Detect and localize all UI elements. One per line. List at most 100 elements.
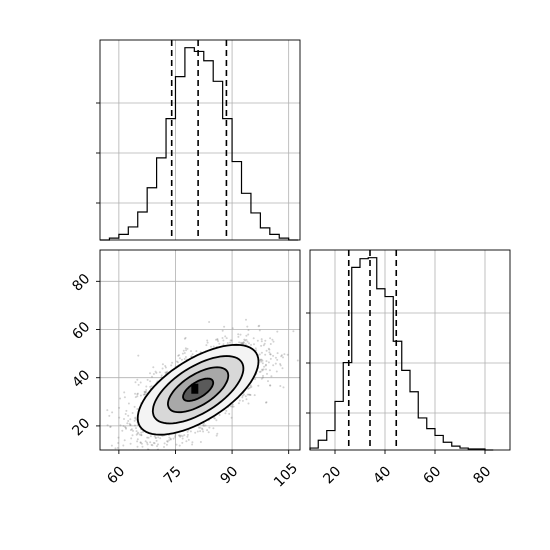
scatter-point	[152, 452, 154, 454]
scatter-point	[267, 361, 270, 364]
scatter-point	[199, 426, 202, 429]
scatter-point	[144, 393, 147, 396]
scatter-point	[160, 374, 163, 377]
scatter-point	[140, 442, 143, 445]
scatter-point	[265, 349, 268, 352]
scatter-point	[279, 385, 282, 387]
scatter-point	[203, 424, 205, 427]
scatter-point	[140, 434, 143, 436]
scatter-point	[248, 393, 251, 396]
scatter-point	[136, 393, 139, 396]
scatter-point	[265, 363, 267, 366]
scatter-point	[146, 436, 149, 439]
scatter-point	[179, 435, 182, 438]
scatter-point	[178, 354, 181, 357]
scatter-point	[141, 445, 144, 448]
scatter-point	[131, 412, 134, 414]
scatter-point	[276, 330, 279, 333]
scatter-point	[186, 435, 189, 438]
histogram-step-param-1	[100, 47, 299, 241]
scatter-point	[225, 337, 228, 340]
scatter-point	[163, 446, 165, 448]
scatter-point	[118, 406, 121, 409]
contour-line	[166, 366, 230, 414]
scatter-point	[257, 325, 260, 328]
scatter-point	[174, 434, 177, 436]
scatter-point	[245, 334, 248, 337]
scatter-point	[133, 419, 136, 422]
scatter-point	[268, 351, 271, 354]
scatter-point	[272, 364, 275, 367]
scatter-point	[199, 430, 202, 433]
joint-scatter-panel: 60 75 90 105 20 40 60 80	[69, 249, 301, 491]
scatter-point	[239, 333, 242, 336]
scatter-point	[155, 439, 158, 442]
scatter-point	[151, 375, 153, 378]
scatter-point	[226, 342, 229, 344]
scatter-point	[191, 441, 194, 444]
scatter-point	[206, 429, 209, 432]
scatter-point	[279, 363, 282, 365]
scatter-point	[136, 408, 139, 410]
scatter-point	[136, 378, 139, 381]
scatter-point	[258, 371, 261, 373]
scatter-point	[264, 353, 267, 356]
scatter-point	[201, 428, 204, 431]
scatter-point	[246, 393, 249, 396]
scatter-point	[213, 417, 216, 420]
scatter-point	[271, 338, 274, 341]
scatter-point	[142, 430, 144, 433]
scatter-point	[125, 427, 127, 430]
scatter-point	[268, 348, 271, 351]
scatter-point	[249, 384, 252, 387]
scatter-point	[143, 390, 146, 393]
scatter-point	[178, 434, 181, 437]
scatter-point	[116, 446, 119, 449]
scatter-point	[164, 365, 167, 367]
scatter-point	[250, 385, 253, 388]
scatter-point	[225, 409, 228, 412]
scatter-point	[259, 358, 262, 361]
scatter-point	[146, 441, 148, 444]
scatter-point	[212, 427, 215, 430]
scatter-point	[134, 396, 137, 399]
scatter-point	[216, 432, 219, 435]
scatter-point	[109, 425, 112, 428]
scatter-point	[135, 430, 138, 433]
scatter-point	[172, 437, 175, 440]
scatter-point	[126, 422, 129, 425]
scatter-point	[121, 429, 124, 432]
scatter-point	[156, 457, 158, 459]
scatter-point	[244, 339, 247, 342]
y-tick-label: 60	[69, 319, 93, 343]
scatter-point	[274, 362, 277, 365]
scatter-point	[269, 343, 272, 345]
scatter-point	[183, 337, 186, 340]
scatter-point	[269, 353, 272, 356]
scatter-point	[199, 441, 202, 443]
scatter-point	[138, 433, 141, 436]
scatter-point	[185, 440, 188, 443]
scatter-point	[168, 439, 171, 442]
scatter-point	[260, 340, 263, 343]
scatter-point	[223, 325, 226, 328]
scatter-point	[221, 329, 224, 332]
scatter-point	[254, 347, 257, 350]
scatter-point	[241, 342, 244, 344]
scatter-point	[134, 416, 137, 419]
scatter-point	[194, 431, 197, 434]
scatter-point	[249, 394, 252, 396]
scatter-point	[215, 419, 218, 422]
scatter-point	[119, 397, 122, 400]
scatter-point	[196, 430, 199, 433]
scatter-point	[228, 412, 231, 415]
scatter-point	[283, 353, 286, 356]
y-tick-label: 80	[69, 271, 93, 295]
scatter-point	[281, 367, 284, 370]
scatter-point	[280, 354, 283, 357]
scatter-point	[152, 373, 155, 375]
scatter-point	[106, 424, 109, 427]
scatter-point	[159, 437, 162, 440]
scatter-point	[269, 357, 272, 360]
scatter-point	[118, 416, 121, 419]
